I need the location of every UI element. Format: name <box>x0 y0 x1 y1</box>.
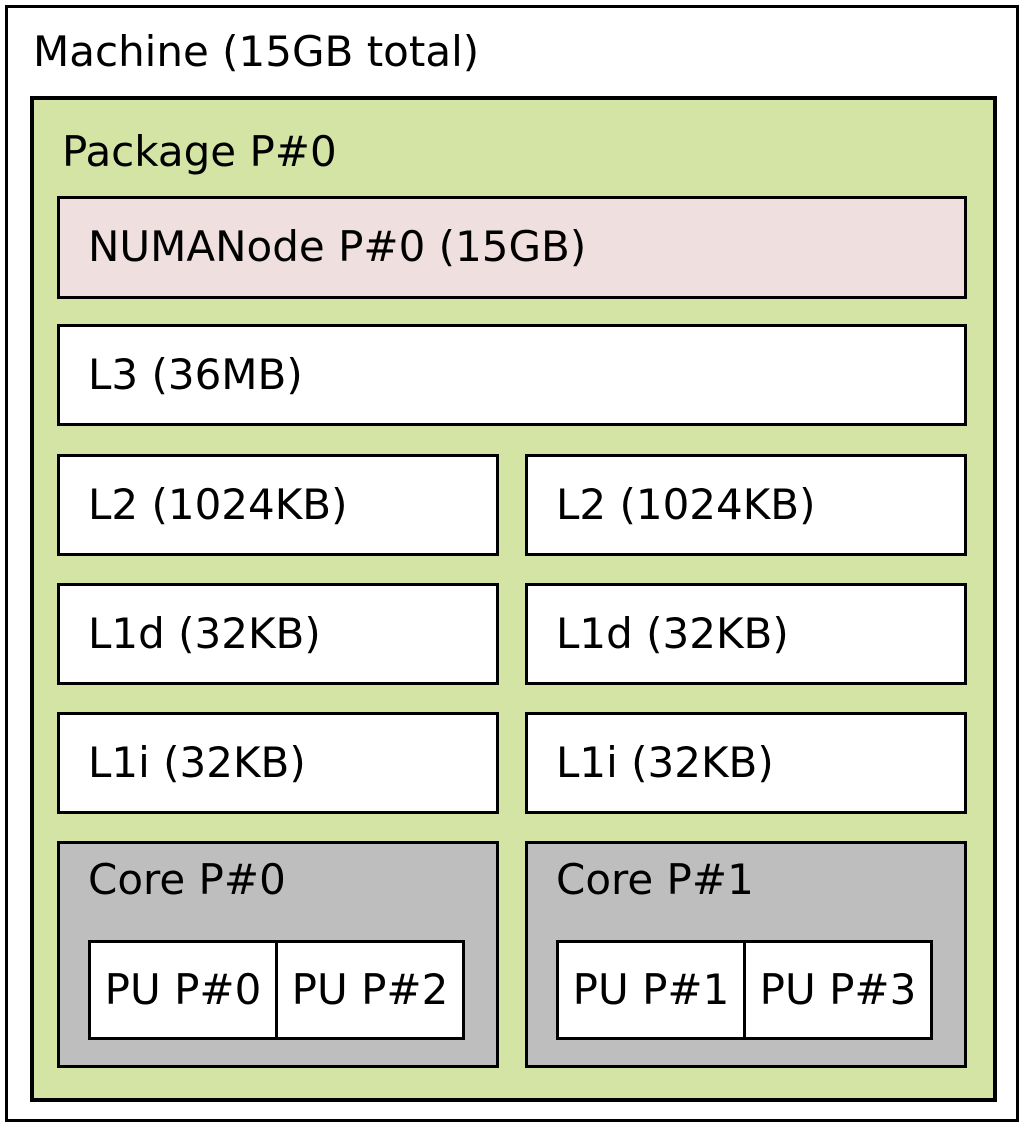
pu-label: PU P#2 <box>291 964 449 1014</box>
l3-cache-box: L3 (36MB) <box>57 324 967 426</box>
l2-cache-label: L2 (1024KB) <box>556 479 816 529</box>
l2-cache-box-core1: L2 (1024KB) <box>525 454 967 556</box>
l1i-cache-box-core1: L1i (32KB) <box>525 712 967 814</box>
numanode-label: NUMANode P#0 (15GB) <box>88 222 587 272</box>
pu-box-p0: PU P#0 <box>88 940 278 1040</box>
machine-label: Machine (15GB total) <box>33 27 480 76</box>
l1d-cache-label: L1d (32KB) <box>556 608 789 658</box>
pu-row: PU P#1 PU P#3 <box>556 940 933 1040</box>
numanode-box: NUMANode P#0 (15GB) <box>57 196 967 299</box>
core-label: Core P#1 <box>556 855 754 904</box>
pu-row: PU P#0 PU P#2 <box>88 940 465 1040</box>
core-box-1: Core P#1 PU P#1 PU P#3 <box>525 841 967 1068</box>
core-box-0: Core P#0 PU P#0 PU P#2 <box>57 841 499 1068</box>
pu-box-p3: PU P#3 <box>743 940 933 1040</box>
l1d-cache-box-core1: L1d (32KB) <box>525 583 967 685</box>
pu-label: PU P#1 <box>572 964 730 1014</box>
l1i-cache-label: L1i (32KB) <box>556 737 774 787</box>
core-label: Core P#0 <box>88 855 286 904</box>
pu-label: PU P#0 <box>104 964 262 1014</box>
package-label: Package P#0 <box>62 127 337 176</box>
l1i-cache-box-core0: L1i (32KB) <box>57 712 499 814</box>
l2-cache-label: L2 (1024KB) <box>88 479 348 529</box>
l2-cache-box-core0: L2 (1024KB) <box>57 454 499 556</box>
l1d-cache-box-core0: L1d (32KB) <box>57 583 499 685</box>
l1d-cache-label: L1d (32KB) <box>88 608 321 658</box>
l1i-cache-label: L1i (32KB) <box>88 737 306 787</box>
package-box: Package P#0 NUMANode P#0 (15GB) L3 (36MB… <box>30 96 997 1102</box>
pu-label: PU P#3 <box>759 964 917 1014</box>
pu-box-p2: PU P#2 <box>275 940 465 1040</box>
pu-box-p1: PU P#1 <box>556 940 746 1040</box>
l3-cache-label: L3 (36MB) <box>88 349 303 399</box>
machine-box: Machine (15GB total) Package P#0 NUMANod… <box>5 5 1019 1122</box>
